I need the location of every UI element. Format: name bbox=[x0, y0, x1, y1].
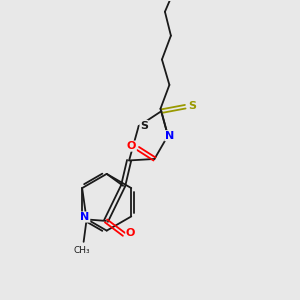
Text: S: S bbox=[140, 121, 148, 130]
Text: N: N bbox=[80, 212, 90, 222]
Text: O: O bbox=[127, 141, 136, 151]
Text: CH₃: CH₃ bbox=[74, 246, 90, 255]
Text: S: S bbox=[188, 101, 196, 111]
Text: N: N bbox=[165, 131, 174, 141]
Text: O: O bbox=[126, 228, 135, 238]
